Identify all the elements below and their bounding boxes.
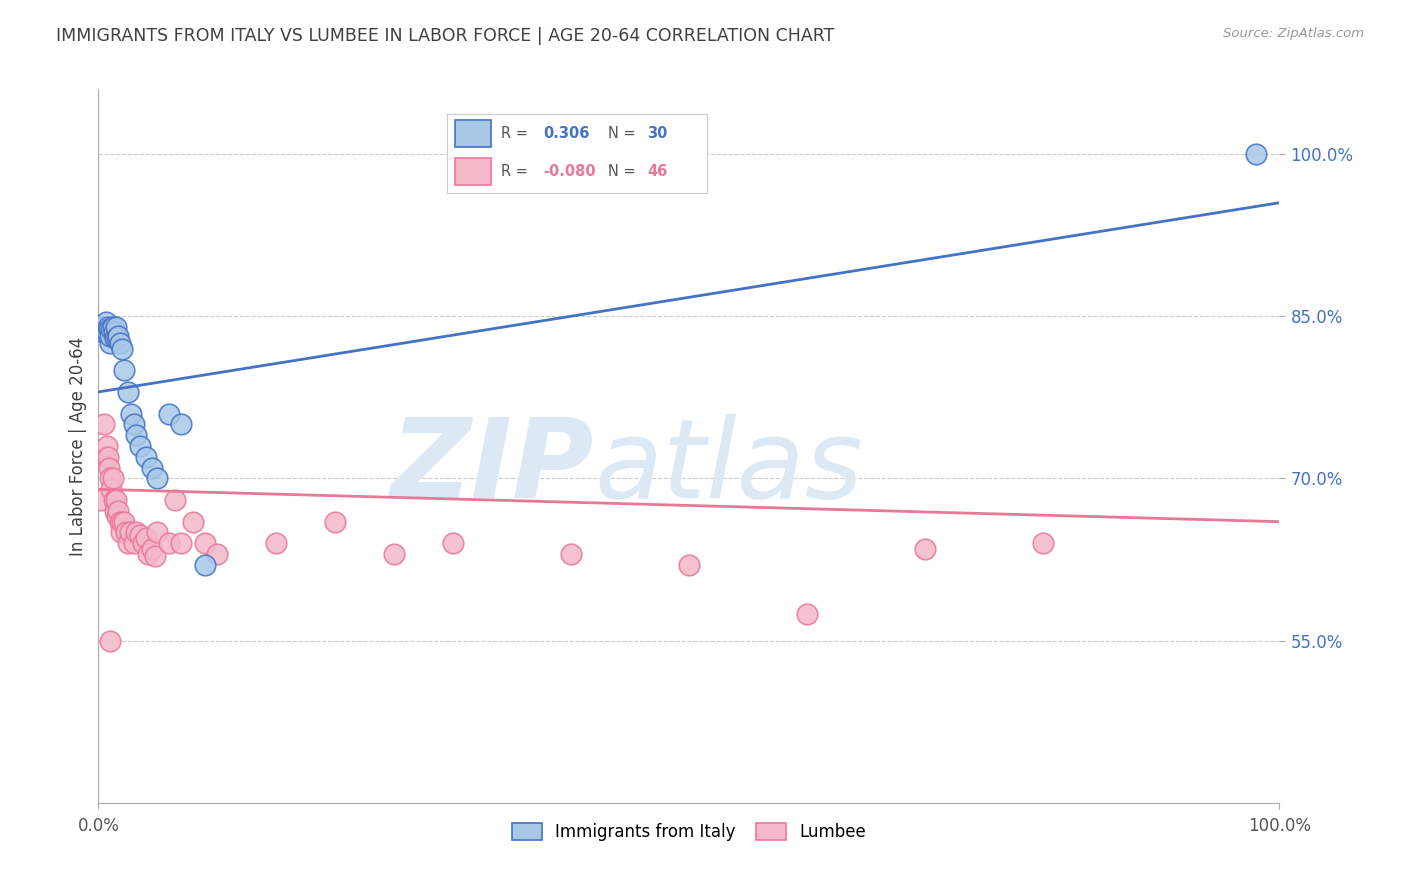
Point [678,558,700,572]
Point [157,407,180,421]
Point [93,417,115,432]
Point [205,547,228,561]
Point [104,504,127,518]
Point [94,315,117,329]
Point [105,331,128,345]
Point [103,326,125,340]
Point [170,417,193,432]
Point [135,450,157,464]
Point [98,460,121,475]
Point [105,509,128,524]
Point [146,471,169,485]
Text: ZIP: ZIP [391,414,595,521]
Point [121,407,143,421]
Point [98,322,121,336]
Point [264,536,287,550]
Point [112,515,135,529]
Y-axis label: In Labor Force | Age 20-64: In Labor Force | Age 20-64 [69,336,87,556]
Text: atlas: atlas [595,414,863,521]
Point [105,320,128,334]
Point [194,558,217,572]
Point [135,531,157,545]
Point [100,322,122,336]
Point [143,549,166,564]
Point [105,493,128,508]
Legend: Immigrants from Italy, Lumbee: Immigrants from Italy, Lumbee [505,816,873,848]
Point [1244,147,1267,161]
Point [93,326,115,340]
Point [117,536,139,550]
Point [141,460,163,475]
Point [98,328,121,343]
Point [120,525,142,540]
Point [796,607,818,621]
Point [91,320,114,334]
Point [107,504,129,518]
Point [165,493,187,508]
Point [104,331,127,345]
Point [111,342,134,356]
Point [110,525,132,540]
Point [96,326,118,340]
Point [101,320,124,334]
Point [101,471,124,485]
Point [114,525,136,540]
Point [157,536,180,550]
Point [108,515,131,529]
Point [194,536,217,550]
Point [132,536,155,550]
Point [90,493,112,508]
Point [323,515,346,529]
Point [128,527,150,541]
Point [382,547,405,561]
Point [136,547,159,561]
Point [141,541,163,556]
Point [122,417,145,432]
Point [117,384,139,399]
Point [103,493,125,508]
Point [97,450,120,464]
Point [97,320,120,334]
Point [98,336,121,351]
Point [125,428,148,442]
Point [100,482,122,496]
Point [170,536,193,550]
Point [125,525,148,540]
Point [128,439,150,453]
Point [560,547,582,561]
Point [181,515,204,529]
Point [96,439,118,453]
Point [111,515,134,529]
Point [122,536,145,550]
Point [146,525,169,540]
Point [112,363,135,377]
Point [441,536,464,550]
Text: Source: ZipAtlas.com: Source: ZipAtlas.com [1223,27,1364,40]
Point [107,328,129,343]
Text: IMMIGRANTS FROM ITALY VS LUMBEE IN LABOR FORCE | AGE 20-64 CORRELATION CHART: IMMIGRANTS FROM ITALY VS LUMBEE IN LABOR… [56,27,835,45]
Point [98,471,121,485]
Point [1032,536,1054,550]
Point [98,633,121,648]
Point [914,541,936,556]
Point [94,450,117,464]
Point [108,336,131,351]
